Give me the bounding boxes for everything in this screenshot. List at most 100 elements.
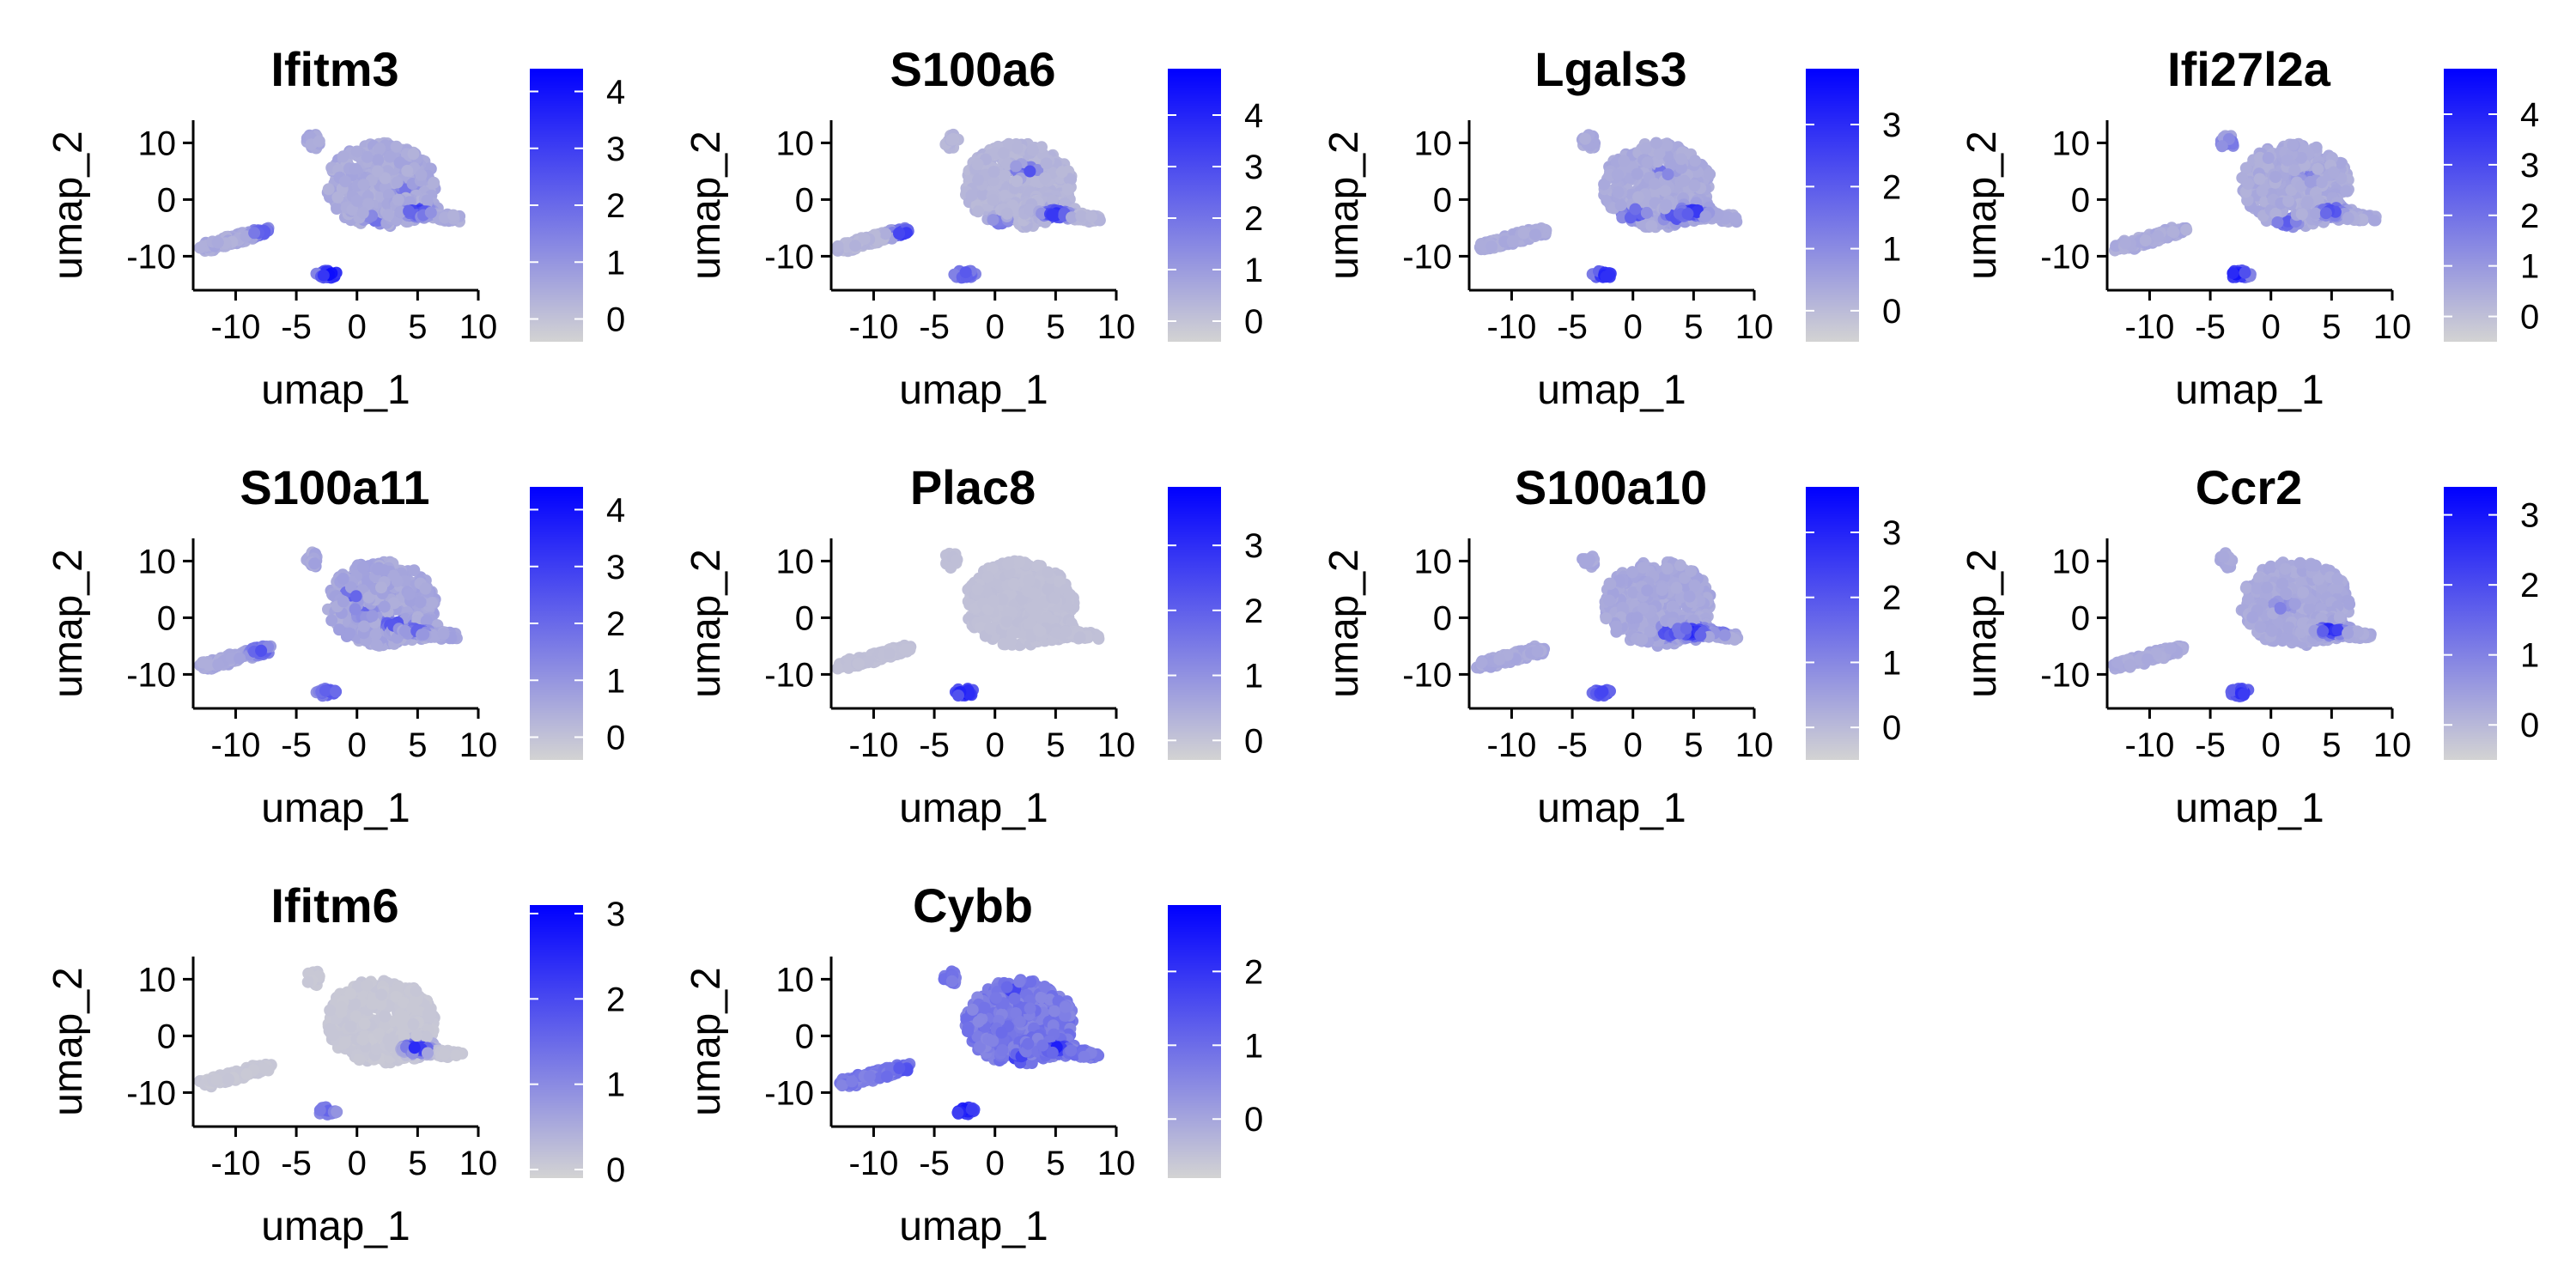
data-point bbox=[357, 179, 370, 191]
colorbar-tick-label: 0 bbox=[1244, 303, 1263, 341]
scatter-points bbox=[194, 546, 463, 702]
data-point bbox=[1042, 566, 1054, 579]
data-point bbox=[398, 624, 411, 637]
data-point bbox=[337, 150, 349, 163]
panel-title: Plac8 bbox=[910, 460, 1036, 514]
data-point bbox=[2151, 230, 2164, 243]
data-point bbox=[1659, 185, 1672, 197]
data-point bbox=[984, 622, 997, 635]
data-point bbox=[1618, 155, 1631, 167]
colorbar-tick-label: 2 bbox=[606, 187, 625, 225]
data-point bbox=[965, 189, 978, 202]
x-tick-label: 0 bbox=[2262, 308, 2281, 346]
panel-title: Ifi27l2a bbox=[2167, 42, 2331, 96]
data-point bbox=[1662, 168, 1674, 181]
data-point bbox=[1681, 208, 1694, 221]
x-axis-label: umap_1 bbox=[261, 786, 410, 831]
data-point bbox=[403, 205, 416, 217]
scatter-points bbox=[1473, 129, 1743, 283]
data-point bbox=[337, 595, 349, 608]
x-tick-label: 0 bbox=[1624, 308, 1643, 346]
y-tick-label: 0 bbox=[2071, 181, 2090, 219]
data-point bbox=[1073, 631, 1086, 644]
y-tick-label: 0 bbox=[157, 181, 176, 219]
data-point bbox=[1013, 556, 1026, 568]
y-tick-label: -10 bbox=[2040, 238, 2090, 276]
data-point bbox=[211, 236, 224, 249]
colorbar-tick-label: 3 bbox=[1244, 149, 1263, 186]
colorbar-tick-label: 4 bbox=[606, 74, 625, 112]
data-point bbox=[1031, 559, 1044, 572]
x-axis-label: umap_1 bbox=[1537, 368, 1686, 413]
x-tick-label: -10 bbox=[849, 308, 899, 346]
data-point bbox=[1055, 166, 1068, 179]
x-tick-label: -5 bbox=[919, 308, 950, 346]
data-point bbox=[972, 205, 985, 218]
colorbar bbox=[1168, 69, 1221, 342]
data-point bbox=[1038, 172, 1051, 185]
data-point bbox=[1704, 167, 1716, 180]
y-tick-label: 0 bbox=[795, 181, 814, 219]
scatter-points bbox=[194, 129, 466, 284]
data-point bbox=[1612, 168, 1624, 181]
colorbar bbox=[2444, 69, 2497, 342]
y-tick-label: 10 bbox=[1414, 125, 1453, 162]
y-tick-label: 10 bbox=[138, 543, 177, 580]
x-tick-label: 0 bbox=[348, 726, 367, 764]
panel-title: S100a11 bbox=[240, 460, 429, 514]
panel-title: Ifitm3 bbox=[270, 42, 398, 96]
data-point bbox=[370, 639, 383, 651]
data-point bbox=[2239, 266, 2251, 279]
scatter-points bbox=[2109, 130, 2382, 283]
data-point bbox=[1007, 577, 1020, 590]
x-axis-label: umap_1 bbox=[2175, 368, 2324, 413]
data-point bbox=[831, 240, 844, 252]
colorbar-tick-label: 0 bbox=[1882, 293, 1901, 331]
data-point bbox=[1063, 587, 1075, 600]
colorbar-tick-label: 2 bbox=[1244, 200, 1263, 238]
data-point bbox=[893, 227, 906, 240]
data-point bbox=[2215, 140, 2228, 153]
data-point bbox=[2368, 214, 2380, 227]
data-point bbox=[981, 570, 994, 583]
data-point bbox=[371, 165, 384, 178]
data-point bbox=[2119, 237, 2132, 250]
colorbar bbox=[1806, 69, 1859, 342]
data-point bbox=[2304, 175, 2317, 188]
x-tick-label: 5 bbox=[1684, 308, 1703, 346]
colorbar-tick-label: 3 bbox=[1882, 106, 1901, 144]
data-point bbox=[2281, 154, 2293, 167]
x-tick-label: 5 bbox=[408, 308, 427, 346]
data-point bbox=[421, 194, 434, 207]
x-tick-label: -5 bbox=[1557, 308, 1588, 346]
data-point bbox=[2287, 138, 2300, 151]
data-point bbox=[419, 582, 432, 595]
data-point bbox=[1579, 132, 1592, 145]
data-point bbox=[1021, 584, 1034, 597]
data-point bbox=[1485, 240, 1498, 253]
data-point bbox=[374, 142, 386, 155]
x-tick-label: 0 bbox=[986, 308, 1005, 346]
colorbar-tick-label: 4 bbox=[606, 492, 625, 530]
colorbar-tick-label: 4 bbox=[2520, 96, 2539, 134]
data-point bbox=[2166, 225, 2179, 238]
x-tick-label: 10 bbox=[1097, 308, 1136, 346]
colorbar-tick-label: 1 bbox=[1882, 231, 1901, 269]
data-point bbox=[1046, 208, 1059, 221]
data-point bbox=[331, 191, 344, 204]
data-point bbox=[407, 148, 420, 161]
data-point bbox=[879, 228, 892, 240]
data-point bbox=[391, 574, 404, 587]
y-axis-label: umap_2 bbox=[1321, 131, 1367, 279]
data-point bbox=[426, 597, 438, 610]
data-point bbox=[437, 628, 450, 641]
y-axis-label: umap_2 bbox=[1959, 131, 2005, 279]
data-point bbox=[349, 603, 361, 616]
data-point bbox=[325, 614, 338, 627]
data-point bbox=[858, 233, 871, 246]
